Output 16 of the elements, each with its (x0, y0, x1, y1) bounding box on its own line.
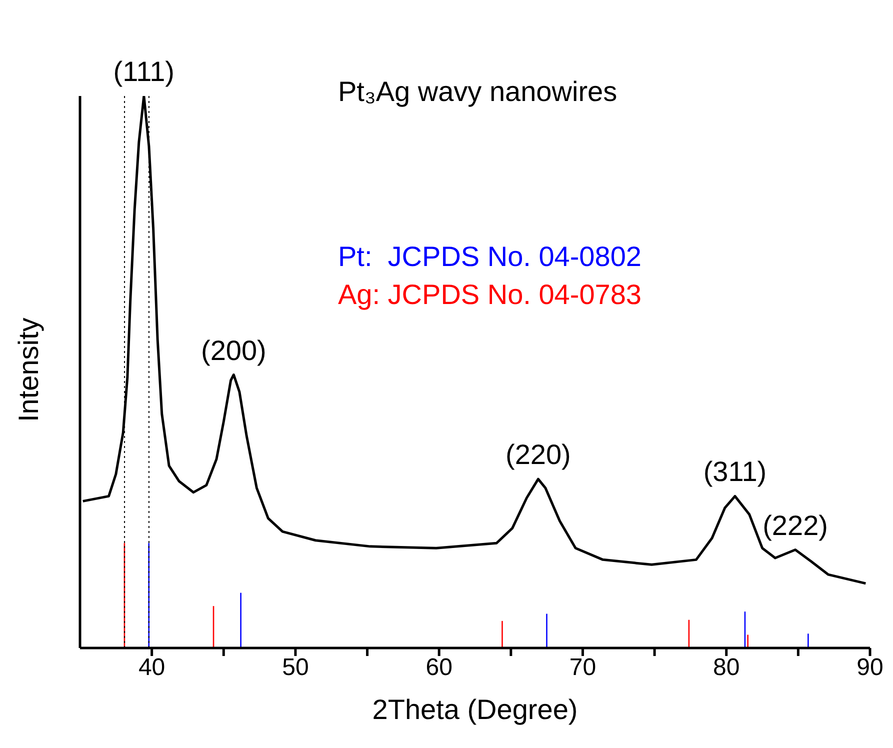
x-tick-label: 60 (426, 654, 452, 682)
annotation: (220) (506, 439, 571, 472)
x-tick-label: 90 (856, 654, 884, 682)
x-tick-label: 40 (138, 654, 166, 682)
x-tick-label: 80 (713, 654, 740, 682)
annotation: (222) (762, 510, 828, 542)
y-axis-title: Intensity (12, 318, 44, 422)
annotation: (200) (201, 334, 266, 367)
x-tick-label: 70 (569, 654, 596, 682)
x-axis-title: 2Theta (Degree) (372, 694, 578, 725)
annotation: (111) (113, 56, 175, 88)
text: Pt: JCPDS No. 04-0802 (338, 240, 642, 274)
x-tick-label: 50 (282, 654, 309, 682)
chart-title: Pt₃Ag wavy nanowires (338, 76, 618, 108)
text: Ag: JCPDS No. 04-0783 (338, 278, 642, 312)
annotation: (311) (703, 456, 767, 488)
